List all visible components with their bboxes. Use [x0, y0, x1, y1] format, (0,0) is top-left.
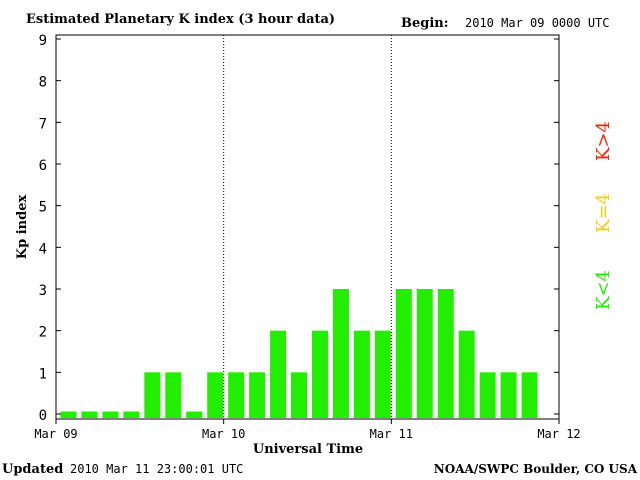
y-axis-label: Kp index — [15, 195, 30, 260]
y-tick-label: 4 — [39, 241, 47, 257]
day-separators — [223, 35, 392, 419]
x-tick-label: Mar 11 — [370, 427, 413, 441]
kp-bar — [437, 289, 454, 418]
x-tick-label: Mar 10 — [202, 427, 245, 441]
kp-bar — [144, 372, 161, 418]
kp-bar — [416, 289, 433, 418]
kp-bar — [228, 372, 245, 418]
kp-bar — [249, 372, 266, 418]
y-tick-label: 1 — [39, 366, 47, 382]
updated-value: 2010 Mar 11 23:00:01 UTC — [70, 462, 243, 476]
y-tick-label: 9 — [39, 33, 47, 49]
kp-bar — [81, 411, 98, 418]
kp-bar — [395, 289, 412, 418]
kp-bar — [291, 372, 307, 418]
kp-bar — [186, 411, 203, 418]
y-tick-label: 5 — [39, 200, 47, 216]
kp-bar — [479, 372, 496, 418]
kp-bar — [207, 372, 224, 418]
updated-label: Updated — [2, 462, 63, 477]
begin-value: 2010 Mar 09 0000 UTC — [465, 16, 610, 30]
x-tick-label: Mar 12 — [537, 427, 580, 441]
kp-bar — [123, 411, 140, 418]
source-credit: NOAA/SWPC Boulder, CO USA — [434, 462, 638, 476]
kp-bar — [458, 330, 475, 418]
kp-bar — [270, 330, 287, 418]
kp-bar — [60, 411, 77, 418]
kp-bar — [353, 330, 370, 418]
legend: K<4 K=4 K>4 — [593, 121, 614, 310]
y-axis: 0 1 2 3 4 5 6 7 8 9 — [39, 33, 559, 424]
bars — [60, 289, 538, 418]
y-tick-label: 8 — [39, 75, 47, 91]
legend-entry: K<4 — [593, 270, 614, 310]
kp-bar — [165, 372, 182, 418]
x-axis: Mar 09 Mar 10 Mar 11 Mar 12 — [34, 419, 581, 441]
kp-bar — [102, 411, 119, 418]
y-tick-label: 2 — [39, 325, 47, 341]
legend-entry: K>4 — [593, 121, 614, 161]
kp-bar — [332, 289, 349, 418]
kp-bar — [500, 372, 517, 418]
y-tick-label: 3 — [39, 283, 47, 299]
y-tick-label: 0 — [39, 408, 47, 424]
begin-label: Begin: — [401, 16, 449, 31]
y-tick-label: 6 — [39, 158, 47, 174]
legend-entry: K=4 — [593, 193, 614, 233]
chart-title: Estimated Planetary K index (3 hour data… — [26, 12, 335, 27]
plot-frame — [55, 34, 560, 420]
x-axis-label: Universal Time — [253, 442, 363, 457]
y-tick-label: 7 — [39, 116, 47, 132]
x-tick-label: Mar 09 — [34, 427, 77, 441]
kp-bar — [374, 330, 391, 418]
kp-bar — [312, 330, 328, 418]
kp-bar — [521, 372, 538, 418]
